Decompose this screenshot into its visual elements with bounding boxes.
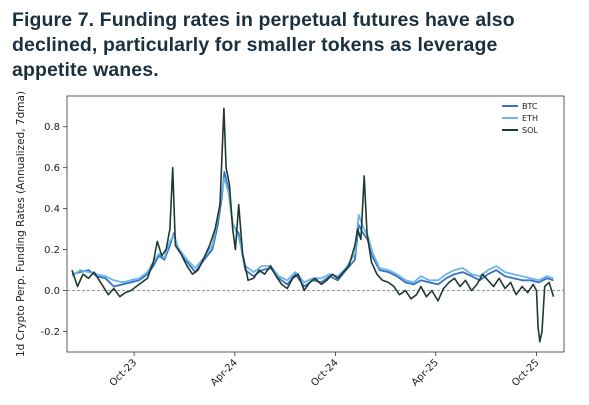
x-tick-label: Apr-24	[209, 357, 240, 388]
x-tick-label: Apr-25	[410, 357, 441, 388]
legend: BTC ETH SOL	[502, 102, 538, 135]
x-axis: Oct-23 Apr-24 Oct-24 Apr-25 Oct-25	[108, 352, 542, 389]
series-line-btc	[71, 170, 554, 288]
y-axis: -0.2 0.0 0.2 0.4 0.6 0.8	[40, 122, 67, 338]
series-line-eth	[71, 177, 554, 284]
series-line-sol	[71, 107, 555, 343]
legend-label-btc: BTC	[522, 102, 538, 111]
x-tick-label: Oct-25	[510, 357, 542, 389]
x-tick-label: Oct-24	[309, 357, 341, 389]
legend-label-eth: ETH	[522, 114, 538, 123]
chart-container: -0.2 0.0 0.2 0.4 0.6 0.8 Oct-23 Apr-24 Oct-24 Ap…	[0, 90, 589, 400]
plot-frame	[66, 95, 565, 353]
y-tick-label: 0.0	[44, 286, 60, 297]
series-lines	[71, 107, 555, 343]
figure-title: Figure 7. Funding rates in perpetual fut…	[12, 9, 515, 81]
y-axis-label: 1d Crypto Perp. Funding Rates (Annualize…	[15, 91, 27, 357]
y-tick-label: 0.4	[44, 204, 60, 215]
y-tick-label: 0.8	[44, 122, 60, 133]
y-tick-label: 0.2	[44, 245, 60, 256]
line-chart: -0.2 0.0 0.2 0.4 0.6 0.8 Oct-23 Apr-24 Oct-24 Ap…	[15, 91, 565, 389]
x-tick-label: Oct-23	[108, 357, 140, 389]
legend-label-sol: SOL	[522, 126, 538, 135]
y-tick-label: 0.6	[44, 163, 60, 174]
y-tick-label: -0.2	[40, 327, 60, 338]
